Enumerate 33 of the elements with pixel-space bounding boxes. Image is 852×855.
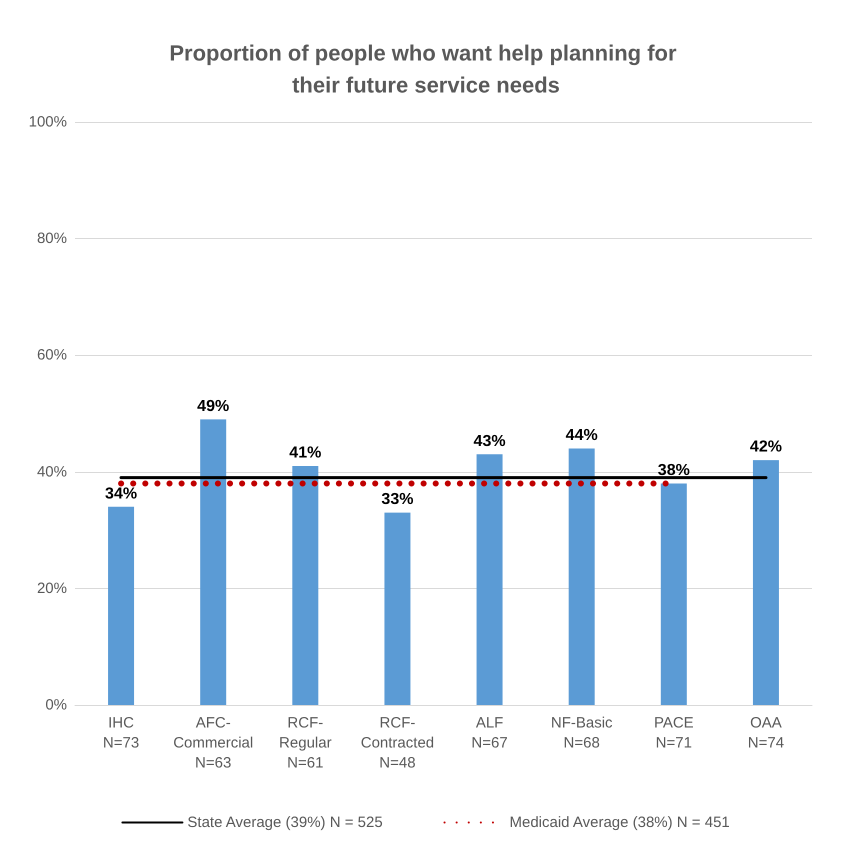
y-tick-label: 60% — [36, 346, 67, 364]
x-tick-label: IHC N=73 — [102, 714, 140, 752]
data-label: 43% — [474, 432, 506, 450]
legend-label: State Average (39%) N = 525 — [187, 814, 383, 831]
chart-title: Proportion of people who want help planning for their future service needs — [169, 40, 683, 98]
data-label: 44% — [566, 426, 598, 444]
x-tick-label: NF-Basic N=68 — [550, 714, 614, 752]
data-label: 49% — [197, 398, 230, 415]
x-tick-label: RCF- Regular N=61 — [279, 714, 332, 772]
bar — [476, 454, 503, 705]
bar — [752, 460, 779, 705]
x-tick-label: OAA N=74 — [748, 714, 784, 752]
bar — [108, 506, 134, 705]
data-label: 42% — [750, 438, 782, 456]
bar — [200, 419, 226, 705]
data-label: 38% — [658, 462, 690, 479]
bar — [292, 466, 318, 705]
legend-label: Medicaid Average (38%) N = 451 — [510, 814, 730, 831]
x-tick-label: AFC- Commercial N=63 — [173, 714, 254, 772]
data-label: 34% — [105, 485, 138, 502]
data-label: 33% — [381, 491, 414, 508]
bar — [660, 483, 687, 705]
x-tick-label: RCF- Contracted N=48 — [360, 714, 434, 772]
bar — [568, 448, 595, 705]
x-tick-label: PACE N=71 — [654, 714, 694, 752]
y-tick-label: 40% — [36, 463, 67, 480]
data-label: 41% — [289, 444, 322, 462]
y-tick-label: 20% — [36, 580, 67, 597]
bar — [384, 512, 410, 705]
y-tick-label: 0% — [45, 696, 67, 714]
y-tick-label: 80% — [36, 230, 67, 248]
y-tick-label: 100% — [28, 114, 67, 130]
x-tick-label: ALF N=67 — [471, 714, 508, 752]
